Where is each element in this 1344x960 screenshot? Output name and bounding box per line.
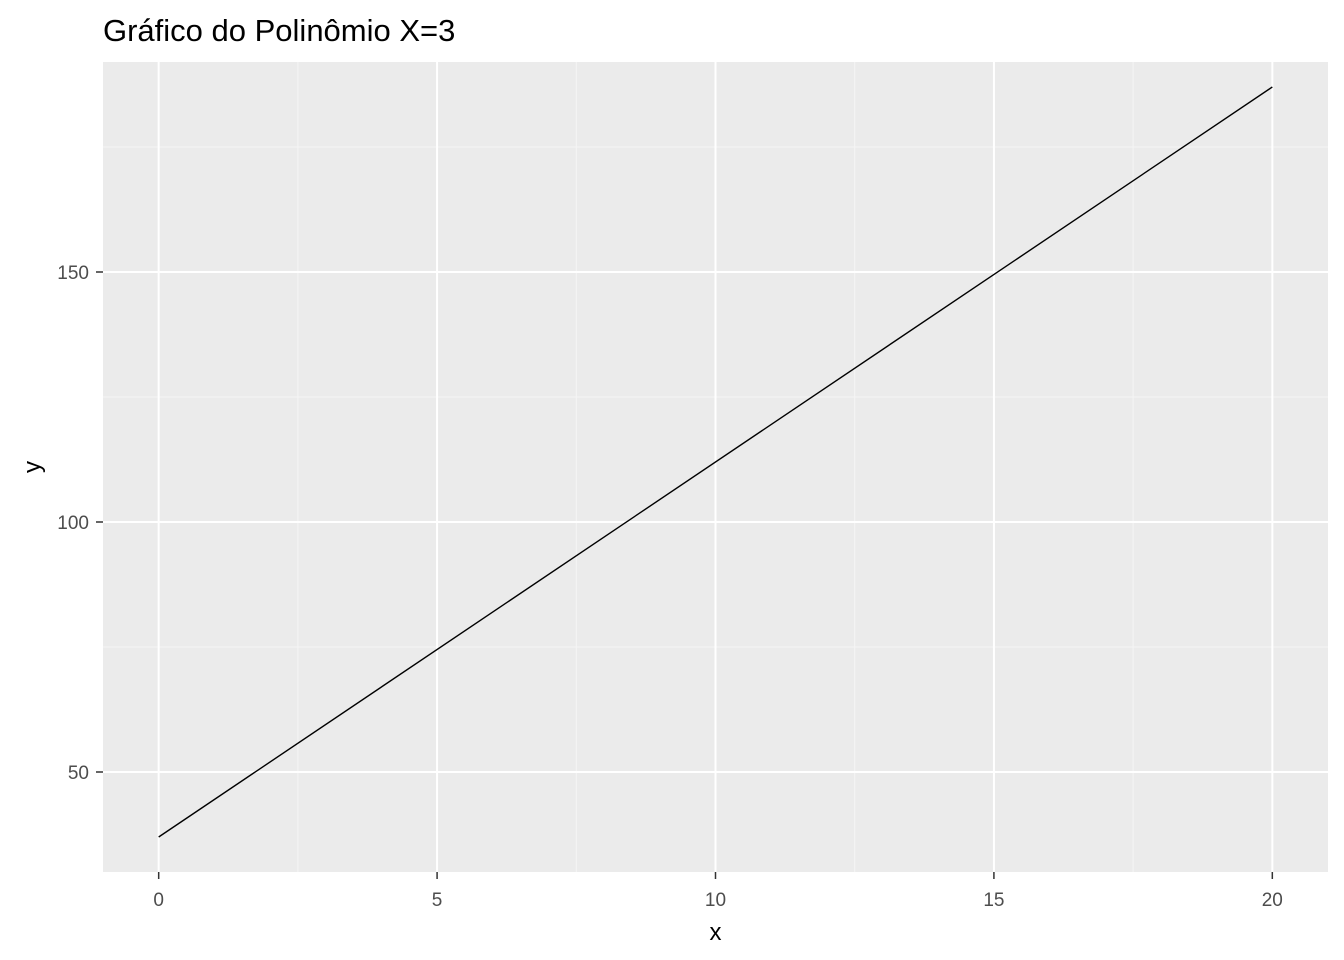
x-axis: 0 5 10 15 20 [153,872,1283,911]
y-axis: 50 100 150 [57,263,103,784]
y-axis-title: y [19,461,46,473]
x-tick-label: 0 [153,890,164,911]
x-axis-title: x [710,919,722,946]
x-tick-label: 15 [983,890,1004,911]
x-tick-label: 10 [705,890,726,911]
series-layer [158,86,1273,838]
major-grid [103,62,1328,872]
chart-title: Gráfico do Polinômio X=3 [103,13,455,48]
y-tick-label: 100 [57,513,89,534]
y-tick-label: 50 [68,763,89,784]
x-tick-label: 20 [1262,890,1283,911]
x-tick-label: 5 [432,890,443,911]
series-line [158,86,1273,838]
y-tick-label: 150 [57,263,89,284]
